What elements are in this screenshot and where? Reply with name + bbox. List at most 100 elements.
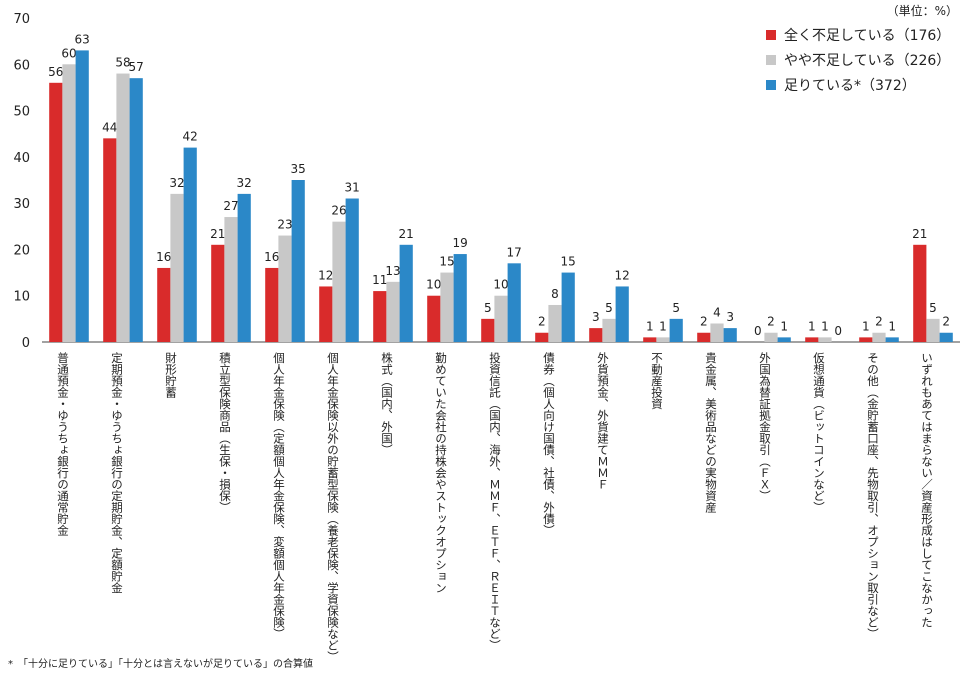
legend-item-series-1: 全く不足している（176） <box>766 22 950 47</box>
bar-series-2 <box>656 337 670 342</box>
category-label: 個人年金保険（定額個人年金保険、変額個人年金保険） <box>272 352 286 640</box>
data-label-series-1: 2 <box>700 315 708 329</box>
data-label-series-3: 2 <box>942 315 950 329</box>
category-label: 普通預金・ゆうちょ銀行の通常貯金 <box>56 351 70 536</box>
data-label-series-3: 42 <box>183 130 198 144</box>
bar-series-3 <box>129 78 143 343</box>
bar-series-3 <box>291 180 305 342</box>
legend-swatch-series-3 <box>766 79 776 90</box>
data-label-series-1: 16 <box>156 250 171 264</box>
unit-note: （単位：%） <box>886 4 958 18</box>
bar-series-2 <box>926 318 940 342</box>
bar-series-1 <box>589 328 603 342</box>
data-label-series-3: 3 <box>726 310 734 324</box>
bar-series-2 <box>332 221 346 342</box>
data-label-series-3: 12 <box>615 268 630 282</box>
bar-series-3 <box>183 147 197 342</box>
category-label: 積立型保険商品（生保・損保） <box>218 351 232 513</box>
data-label-series-3: 15 <box>561 255 576 269</box>
data-label-series-3: 63 <box>75 32 90 46</box>
data-label-series-2: 2 <box>875 315 883 329</box>
data-label-series-3: 0 <box>834 324 842 338</box>
data-label-series-1: 56 <box>48 65 63 79</box>
y-tick-label: 20 <box>13 243 30 258</box>
data-label-series-2: 58 <box>115 56 130 70</box>
y-tick-label: 70 <box>13 12 30 27</box>
category-label: 投資信託（国内、海外、ＭＭＦ、ＥＴＦ、ＲＥＩＴなど） <box>488 351 502 651</box>
bar-series-1 <box>373 291 387 342</box>
bar-series-3 <box>237 193 251 342</box>
data-label-series-3: 21 <box>399 227 414 241</box>
data-label-series-2: 1 <box>821 319 829 333</box>
data-label-series-1: 11 <box>372 273 387 287</box>
bar-series-2 <box>224 217 238 342</box>
bar-series-2 <box>440 272 454 342</box>
bar-series-3 <box>885 337 899 342</box>
legend-label-series-1: 全く不足している（176） <box>784 27 951 44</box>
bar-series-2 <box>764 332 778 342</box>
data-label-series-1: 3 <box>592 310 600 324</box>
bar-series-2 <box>170 193 184 342</box>
legend-item-series-3: 足りている*（372） <box>766 72 950 97</box>
bar-series-1 <box>805 337 819 342</box>
y-tick-label: 10 <box>13 290 30 305</box>
category-label: 貴金属、美術品などの実物資産 <box>704 351 718 514</box>
bar-series-3 <box>75 50 89 343</box>
category-label: 個人年金保険以外の貯蓄型保険（養老保険、学資保険など） <box>326 352 340 663</box>
data-label-series-2: 32 <box>169 176 184 190</box>
data-label-series-1: 1 <box>808 319 816 333</box>
category-label: 株式（国内、外国） <box>380 351 394 455</box>
category-label: いずれもあてはまらない／資産形成はしてこなかった <box>920 352 934 628</box>
bar-series-1 <box>859 337 873 342</box>
bar-series-3 <box>345 198 359 342</box>
data-label-series-3: 35 <box>291 162 306 176</box>
data-label-series-1: 21 <box>210 227 225 241</box>
bar-series-1 <box>211 244 225 342</box>
bar-series-3 <box>561 272 575 342</box>
chart-legend: 全く不足している（176） やや不足している（226） 足りている*（372） <box>766 22 950 97</box>
bar-series-2 <box>710 323 724 342</box>
data-label-series-1: 2 <box>538 315 546 329</box>
y-tick-label: 30 <box>13 197 30 212</box>
bar-series-1 <box>697 332 711 342</box>
data-label-series-1: 1 <box>862 319 870 333</box>
category-label: 定期預金・ゆうちょ銀行の定期貯金、定額貯金 <box>110 351 124 593</box>
legend-label-series-2: やや不足している（226） <box>784 52 951 69</box>
bar-series-1 <box>103 138 117 342</box>
data-label-series-3: 32 <box>237 176 252 190</box>
data-label-series-1: 10 <box>426 278 441 292</box>
data-label-series-2: 8 <box>551 287 559 301</box>
bar-series-3 <box>507 263 521 342</box>
bar-series-3 <box>615 286 629 342</box>
y-tick-label: 0 <box>22 336 30 351</box>
bar-series-3 <box>669 318 683 342</box>
category-label: その他（金貯蓄口座、先物取引、オプション取引など） <box>866 352 880 640</box>
bar-series-3 <box>399 244 413 342</box>
bar-series-3 <box>723 328 737 342</box>
data-label-series-2: 2 <box>767 315 775 329</box>
bar-series-1 <box>157 267 171 342</box>
y-tick-label: 60 <box>13 58 30 73</box>
data-label-series-1: 5 <box>484 301 492 315</box>
bar-series-1 <box>319 286 333 342</box>
data-label-series-2: 23 <box>277 218 292 232</box>
data-label-series-1: 1 <box>646 319 654 333</box>
category-label: 勤めていた会社の持株会やストックオプション <box>434 352 448 594</box>
data-label-series-3: 1 <box>888 319 896 333</box>
bar-series-2 <box>494 295 508 342</box>
data-label-series-2: 60 <box>61 46 76 60</box>
y-tick-label: 50 <box>13 105 30 120</box>
bar-series-2 <box>278 235 292 342</box>
data-label-series-3: 17 <box>507 245 522 259</box>
bar-series-1 <box>913 244 927 342</box>
data-label-series-2: 1 <box>659 319 667 333</box>
data-label-series-3: 19 <box>453 236 468 250</box>
data-label-series-2: 5 <box>605 301 613 315</box>
data-label-series-1: 0 <box>754 324 762 338</box>
bar-series-2 <box>62 64 76 343</box>
category-label: 仮想通貨（ビットコインなど） <box>812 352 826 513</box>
legend-swatch-series-2 <box>766 54 776 65</box>
data-label-series-2: 26 <box>331 204 346 218</box>
category-label: 債券（個人向け国債、社債、外債） <box>542 351 556 536</box>
data-label-series-3: 5 <box>672 301 680 315</box>
